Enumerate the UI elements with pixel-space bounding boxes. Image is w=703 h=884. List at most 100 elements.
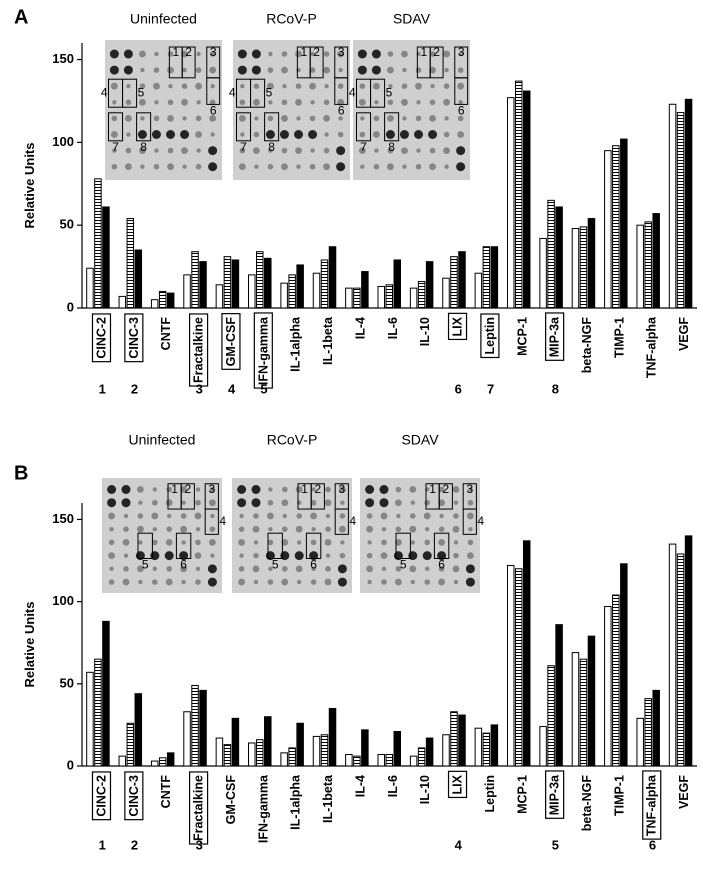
- blot-spot: [373, 131, 380, 138]
- blot-spot: [438, 486, 445, 493]
- blot-spot: [323, 51, 330, 57]
- blot-spot: [112, 148, 117, 153]
- bar: [353, 755, 361, 767]
- category-box: [447, 312, 468, 341]
- blot-spot: [323, 115, 330, 122]
- blot-spot: [337, 83, 344, 89]
- bar: [288, 274, 296, 309]
- blot-spot: [181, 500, 186, 505]
- x-tick-group: Fractalkine: [188, 771, 209, 845]
- bar: [328, 707, 337, 767]
- blot-spot: [295, 565, 303, 573]
- bar: [620, 138, 628, 309]
- blot-spot: [281, 115, 288, 122]
- x-tick-label: IFN-gamma: [256, 316, 270, 385]
- bar: [514, 568, 523, 767]
- blot-spot: [138, 579, 143, 585]
- bar: [361, 271, 369, 309]
- blot-spot: [126, 132, 131, 137]
- blot-spot: [125, 147, 132, 154]
- blot-spot: [457, 67, 464, 73]
- blot-label: 4: [219, 514, 226, 528]
- x-tick-group: IL-1beta: [321, 774, 335, 823]
- blot-spot: [410, 500, 415, 505]
- blot-spot: [267, 163, 274, 170]
- y-tick-label: 100: [52, 134, 74, 149]
- x-tick-label: CINC-2: [94, 775, 108, 817]
- x-tick-label: MIP-3a: [548, 316, 562, 357]
- blot-spot: [137, 486, 144, 493]
- blot-spot: [410, 579, 415, 585]
- blot-spot: [409, 565, 417, 573]
- blot-spot: [416, 148, 421, 153]
- blot-spot: [253, 98, 260, 106]
- blot-spot: [380, 552, 388, 560]
- blot-spot: [357, 49, 367, 59]
- blot-spot: [395, 499, 402, 507]
- bar: [264, 716, 272, 767]
- blot-box: [370, 78, 386, 108]
- bar: [547, 199, 555, 309]
- x-tick-group: LIX: [447, 770, 468, 799]
- x-tick-label: IL-6: [386, 317, 400, 339]
- bar: [328, 246, 337, 309]
- x-tick-group: VEGF: [677, 317, 691, 351]
- blot-spot: [137, 525, 144, 533]
- category-box: [447, 770, 468, 799]
- blot-spot: [165, 499, 173, 507]
- blot-spot: [325, 553, 331, 558]
- bar: [547, 665, 555, 767]
- blot-spot: [323, 66, 330, 74]
- blot-spot: [465, 577, 475, 587]
- blot-spot: [339, 513, 346, 519]
- x-tick-group: GM-CSF: [221, 313, 241, 370]
- bar: [571, 228, 580, 309]
- blot-spot: [140, 116, 145, 121]
- blot-spot: [139, 83, 146, 89]
- x-tick-label: TNF-alpha: [645, 774, 659, 836]
- blot-spot: [297, 540, 302, 545]
- x-tick-label: CINC-3: [127, 775, 141, 817]
- blot-label: 5: [138, 85, 145, 99]
- blot-spot: [410, 513, 416, 519]
- blot-spot: [109, 65, 119, 75]
- blot-spot: [409, 486, 417, 493]
- blot-spot: [415, 163, 422, 170]
- blot-spot: [268, 148, 273, 153]
- blot-spot: [465, 564, 475, 574]
- blot-spot: [182, 164, 187, 169]
- blot-spot: [281, 99, 288, 106]
- bar: [166, 292, 175, 309]
- blot-spot: [164, 551, 174, 561]
- x-tick-group: IL-6: [386, 775, 400, 797]
- blot-spot: [268, 100, 273, 105]
- bar: [587, 635, 596, 767]
- blot-box: [334, 508, 349, 535]
- blot-spot: [196, 148, 201, 153]
- bar: [264, 257, 272, 309]
- blot-spot: [281, 51, 288, 57]
- blot-spot: [443, 147, 450, 155]
- blot-spot: [309, 67, 316, 73]
- blot-spot: [139, 98, 146, 106]
- blot-spot: [337, 50, 345, 58]
- blot-spot: [109, 526, 114, 532]
- blot-spot: [385, 130, 395, 139]
- bar: [296, 264, 304, 309]
- blot-spot: [238, 163, 246, 171]
- blot-spot: [429, 147, 436, 154]
- blot-spot: [387, 147, 394, 154]
- blot-label: 5: [142, 558, 149, 572]
- category-note: 4: [228, 381, 236, 396]
- blot-spot: [424, 579, 431, 585]
- x-tick-label: Leptin: [483, 775, 497, 813]
- blot-spot: [309, 82, 316, 90]
- blot-spot: [122, 539, 130, 546]
- blot-spot: [268, 526, 273, 532]
- x-tick-label: VEGF: [677, 317, 691, 351]
- x-tick-group: CNTF: [159, 775, 173, 809]
- blot-label: 1: [171, 482, 178, 496]
- blot-label: 1: [300, 45, 307, 59]
- blot-spot: [209, 539, 216, 546]
- blot-spot: [339, 486, 346, 493]
